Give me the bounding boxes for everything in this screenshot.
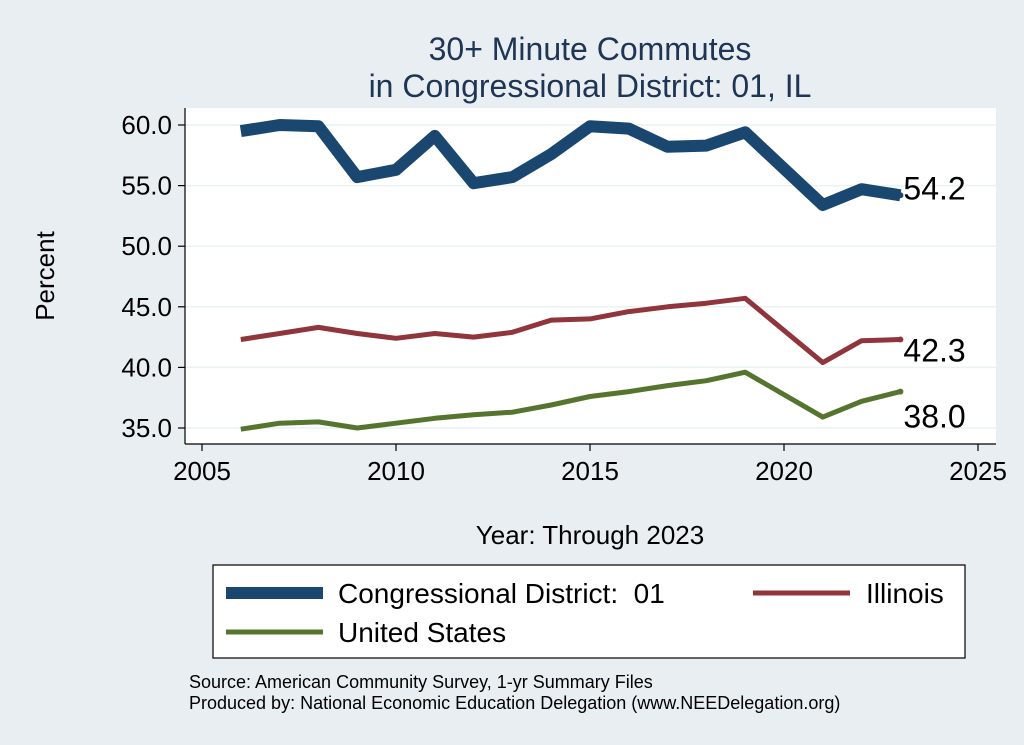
legend-label-illinois: Illinois (866, 578, 944, 609)
y-tick-label: 35.0 (121, 413, 172, 443)
series-lines (239, 119, 904, 432)
y-tick-label: 55.0 (121, 171, 172, 201)
y-axis-title: Percent (30, 230, 60, 320)
x-tick-label: 2005 (173, 456, 231, 486)
series-line-congressional-district (239, 119, 902, 211)
series-endpoint-congressional-district (897, 192, 904, 199)
x-tick-label: 2015 (561, 456, 619, 486)
legend-label-united-states: United States (338, 617, 506, 648)
chart-title-line-2: in Congressional District: 01, IL (369, 68, 812, 104)
legend-item-united-states: United States (226, 617, 506, 648)
producer-note: Produced by: National Economic Education… (189, 693, 840, 713)
series-endpoint-illinois (897, 336, 904, 343)
end-label-congressional-district: 54.2 (903, 170, 965, 206)
legend-item-illinois: Illinois (753, 578, 944, 609)
series-line-illinois (240, 295, 901, 366)
source-note: Source: American Community Survey, 1-yr … (189, 672, 653, 692)
chart-title-line-1: 30+ Minute Commutes (429, 31, 752, 67)
y-tick-label: 50.0 (121, 231, 172, 261)
legend-item-congressional-district: Congressional District: 01 (226, 578, 665, 609)
series-line-united-states (240, 369, 902, 432)
y-tick-label: 60.0 (121, 110, 172, 140)
end-label-united-states: 38.0 (903, 399, 965, 435)
x-tick-label: 2010 (367, 456, 425, 486)
legend-box (212, 564, 966, 659)
series-endpoint-united-states (897, 388, 904, 395)
end-label-illinois: 42.3 (903, 333, 965, 369)
x-tick-label: 2025 (949, 456, 1007, 486)
y-tick-label: 40.0 (121, 352, 172, 382)
end-labels: 54.2 42.3 38.0 (903, 170, 965, 434)
legend-label-congressional-district: Congressional District: 01 (338, 578, 665, 609)
axes: 35.0 40.0 45.0 50.0 55.0 60.0 2005 2010 2015 2020… (121, 108, 1007, 486)
x-tick-label: 2020 (755, 456, 813, 486)
plot-area (185, 108, 996, 444)
x-axis-title: Year: Through 2023 (476, 520, 704, 550)
y-tick-label: 45.0 (121, 292, 172, 322)
